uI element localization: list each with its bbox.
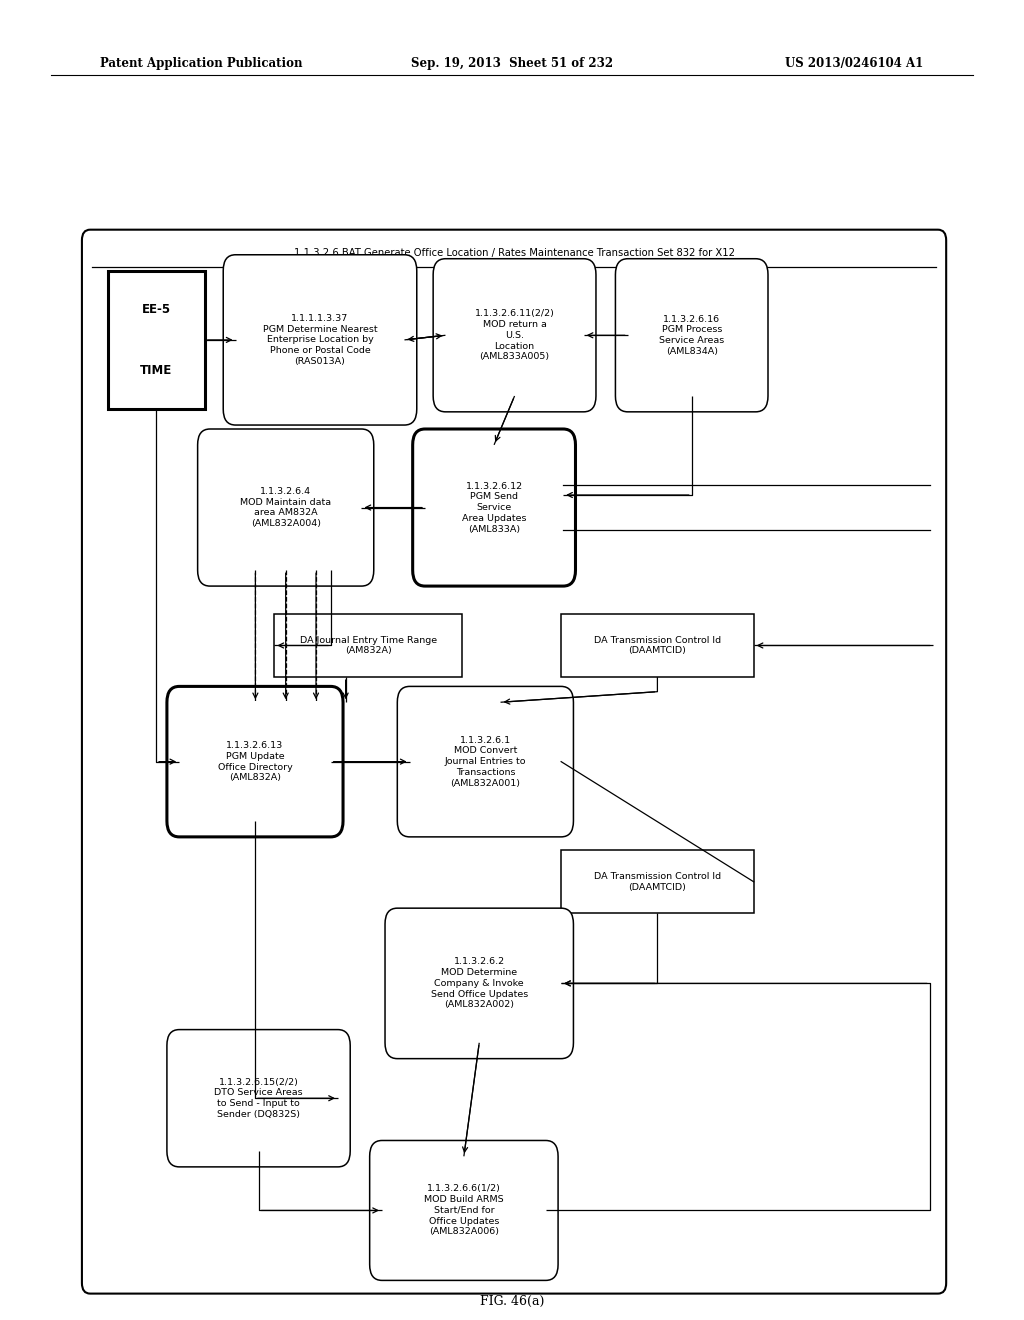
FancyBboxPatch shape [167,1030,350,1167]
Text: US 2013/0246104 A1: US 2013/0246104 A1 [785,57,924,70]
Text: DA Journal Entry Time Range
(AM832A): DA Journal Entry Time Range (AM832A) [300,636,436,655]
Text: Patent Application Publication: Patent Application Publication [100,57,303,70]
Text: 1.1.3.2.6.4
MOD Maintain data
area AM832A
(AML832A004): 1.1.3.2.6.4 MOD Maintain data area AM832… [241,487,331,528]
FancyBboxPatch shape [82,230,946,1294]
FancyBboxPatch shape [198,429,374,586]
Text: 1.1.3.2.6 BAT Generate Office Location / Rates Maintenance Transaction Set 832 f: 1.1.3.2.6 BAT Generate Office Location /… [294,248,734,259]
Text: FIG. 46(a): FIG. 46(a) [480,1295,544,1308]
FancyBboxPatch shape [561,850,754,913]
Text: 1.1.3.2.6.2
MOD Determine
Company & Invoke
Send Office Updates
(AML832A002): 1.1.3.2.6.2 MOD Determine Company & Invo… [431,957,527,1010]
Text: 1.1.3.2.6.12
PGM Send
Service
Area Updates
(AML833A): 1.1.3.2.6.12 PGM Send Service Area Updat… [462,482,526,533]
FancyBboxPatch shape [397,686,573,837]
Text: TIME: TIME [140,364,172,378]
Text: DA Transmission Control Id
(DAAMTCID): DA Transmission Control Id (DAAMTCID) [594,873,721,891]
FancyBboxPatch shape [223,255,417,425]
Text: 1.1.3.2.6.15(2/2)
DTO Service Areas
to Send - Input to
Sender (DQ832S): 1.1.3.2.6.15(2/2) DTO Service Areas to S… [214,1077,303,1119]
Text: 1.1.3.2.6.6(1/2)
MOD Build ARMS
Start/End for
Office Updates
(AML832A006): 1.1.3.2.6.6(1/2) MOD Build ARMS Start/En… [424,1184,504,1237]
FancyBboxPatch shape [433,259,596,412]
Text: 1.1.3.2.6.11(2/2)
MOD return a
U.S.
Location
(AML833A005): 1.1.3.2.6.11(2/2) MOD return a U.S. Loca… [474,309,555,362]
FancyBboxPatch shape [413,429,575,586]
Text: 1.1.1.1.3.37
PGM Determine Nearest
Enterprise Location by
Phone or Postal Code
(: 1.1.1.1.3.37 PGM Determine Nearest Enter… [263,314,377,366]
Text: 1.1.3.2.6.1
MOD Convert
Journal Entries to
Transactions
(AML832A001): 1.1.3.2.6.1 MOD Convert Journal Entries … [444,735,526,788]
FancyBboxPatch shape [108,271,205,409]
FancyBboxPatch shape [561,614,754,677]
FancyBboxPatch shape [615,259,768,412]
Text: EE-5: EE-5 [141,302,171,315]
FancyBboxPatch shape [274,614,462,677]
Text: DA Transmission Control Id
(DAAMTCID): DA Transmission Control Id (DAAMTCID) [594,636,721,655]
Text: Sep. 19, 2013  Sheet 51 of 232: Sep. 19, 2013 Sheet 51 of 232 [411,57,613,70]
Text: 1.1.3.2.6.16
PGM Process
Service Areas
(AML834A): 1.1.3.2.6.16 PGM Process Service Areas (… [659,314,724,356]
FancyBboxPatch shape [385,908,573,1059]
FancyBboxPatch shape [167,686,343,837]
Text: 1.1.3.2.6.13
PGM Update
Office Directory
(AML832A): 1.1.3.2.6.13 PGM Update Office Directory… [218,741,292,783]
FancyBboxPatch shape [370,1140,558,1280]
